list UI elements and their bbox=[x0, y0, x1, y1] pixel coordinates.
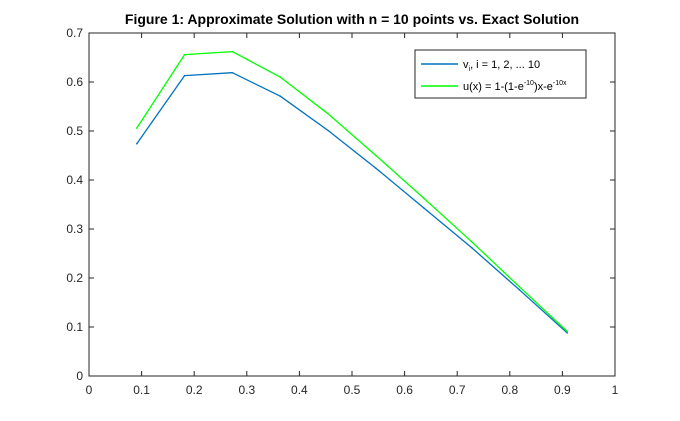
series-2-point bbox=[183, 53, 186, 56]
series-1-point bbox=[183, 74, 186, 77]
series-2-point bbox=[231, 50, 234, 53]
legend-label-series-2: u(x) = 1-(1-e-10)x-e-10x bbox=[463, 80, 567, 93]
chart-title: Figure 1: Approximate Solution with n = … bbox=[125, 11, 579, 27]
legend-label-series-2-part1: u(x) = 1-(1-e bbox=[463, 81, 524, 93]
series-2-point bbox=[566, 330, 568, 333]
series-2-point bbox=[375, 154, 377, 157]
series-1-point bbox=[375, 167, 377, 169]
y-tick-label: 0.6 bbox=[66, 75, 83, 89]
x-tick-label: 0.5 bbox=[344, 383, 361, 397]
series-line-1 bbox=[136, 72, 568, 334]
y-tick-label: 0.3 bbox=[66, 222, 83, 236]
x-tick-label: 0.6 bbox=[396, 383, 413, 397]
x-tick-label: 0.2 bbox=[186, 383, 203, 397]
x-tick-label: 0.8 bbox=[501, 383, 518, 397]
legend-label-series-2-sup1: -10 bbox=[524, 80, 534, 87]
x-tick-label: 0.1 bbox=[133, 383, 150, 397]
legend: vi, i = 1, 2, ... 10 u(x) = 1-(1-e-10)x-… bbox=[414, 49, 587, 99]
series-1-point bbox=[422, 207, 425, 209]
series-1-point bbox=[518, 289, 521, 291]
series-1-point bbox=[327, 129, 329, 132]
legend-label-series-2-part2: )x-e bbox=[534, 81, 553, 93]
series-2-point bbox=[470, 240, 473, 243]
y-tick-label: 0.7 bbox=[66, 26, 83, 40]
series-1-point bbox=[566, 332, 568, 334]
legend-label-series-1-base: v bbox=[463, 59, 469, 71]
legend-label-series-1-rest: , i = 1, 2, ... 10 bbox=[470, 59, 540, 71]
x-tick-label: 0 bbox=[86, 383, 93, 397]
y-tick-label: 0.4 bbox=[66, 173, 83, 187]
x-tick-label: 0.4 bbox=[291, 383, 308, 397]
axes: 0 0.1 0.2 0.3 0.4 0.5 0.6 0.7 0.8 0.9 1 0 0.1 0.2 0.3 0… bbox=[66, 26, 618, 397]
series-1-point bbox=[470, 246, 473, 249]
x-tick-label: 1 bbox=[612, 383, 619, 397]
x-tick-label: 0.7 bbox=[449, 383, 466, 397]
series-layer bbox=[136, 50, 568, 334]
y-tick-label: 0.1 bbox=[66, 320, 83, 334]
series-2-point bbox=[279, 76, 282, 78]
y-tick-label: 0.5 bbox=[66, 124, 83, 138]
y-tick-label: 0.2 bbox=[66, 271, 83, 285]
series-2-point bbox=[327, 113, 329, 115]
legend-label-series-1: vi, i = 1, 2, ... 10 bbox=[463, 59, 540, 73]
y-tick-label: 0 bbox=[76, 369, 83, 383]
series-1-point bbox=[136, 142, 138, 145]
series-2-point bbox=[136, 127, 138, 129]
series-1-point bbox=[231, 71, 234, 74]
series-line-2 bbox=[136, 50, 568, 332]
legend-label-series-1-subscript: i bbox=[469, 66, 471, 73]
series-2-point bbox=[518, 286, 521, 288]
series-1-point bbox=[279, 95, 282, 97]
legend-label-series-2-sup2: -10x bbox=[553, 80, 567, 87]
series-2-point bbox=[422, 197, 425, 199]
x-tick-label: 0.3 bbox=[238, 383, 255, 397]
x-tick-label: 0.9 bbox=[554, 383, 571, 397]
legend-box bbox=[414, 49, 587, 99]
